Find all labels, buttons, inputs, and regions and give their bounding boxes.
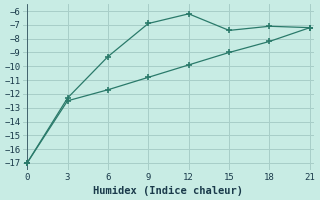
X-axis label: Humidex (Indice chaleur): Humidex (Indice chaleur) xyxy=(93,186,244,196)
